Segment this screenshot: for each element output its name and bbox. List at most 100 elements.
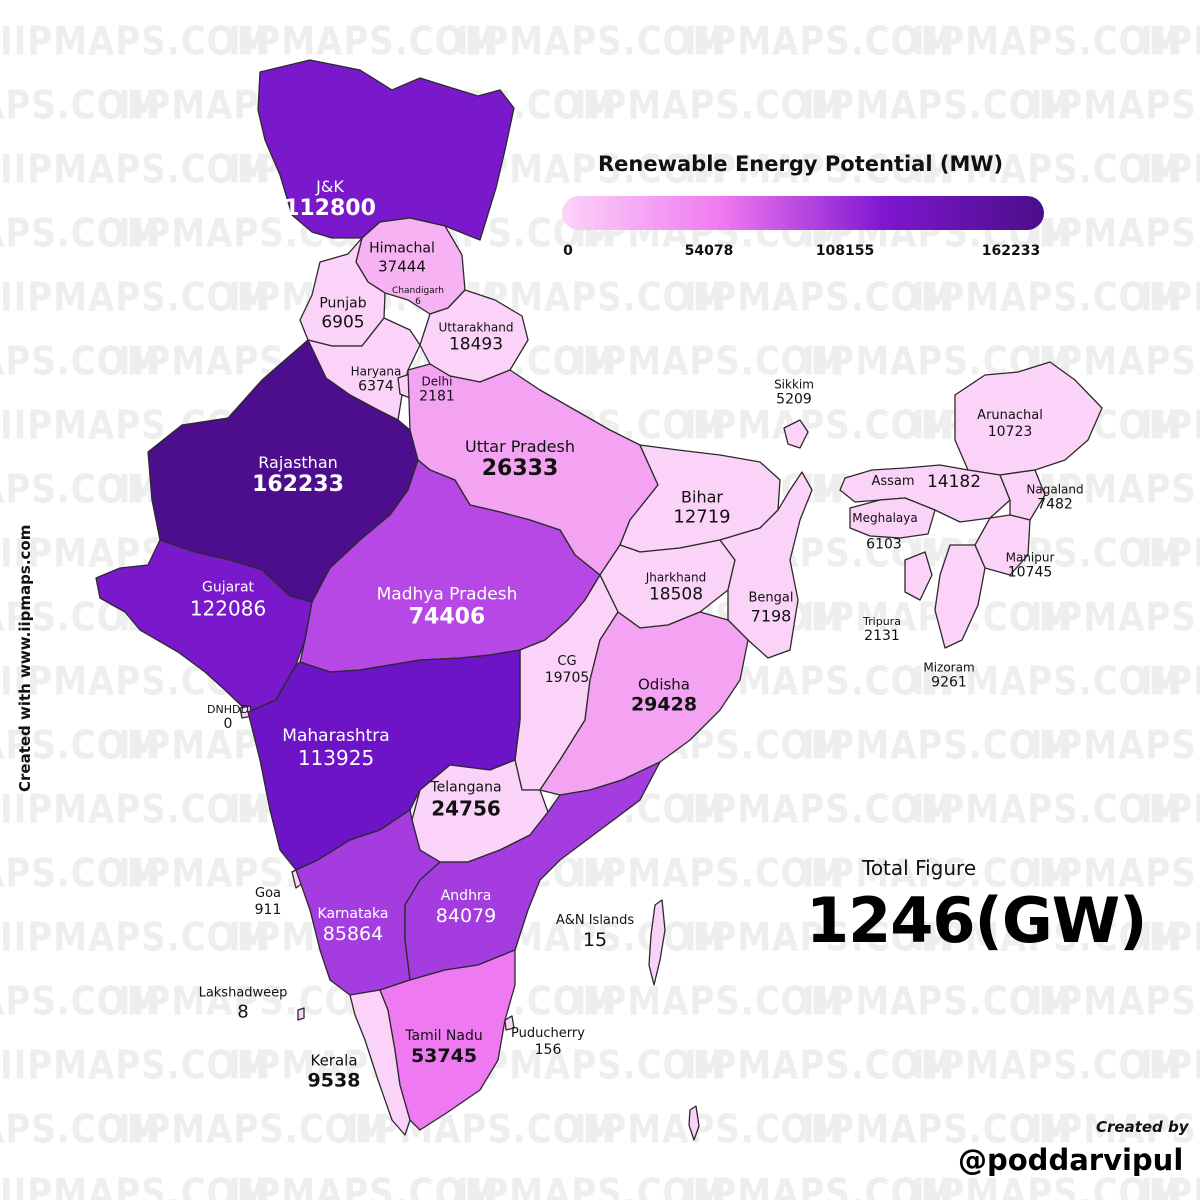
- label-assam-value-wrap: 14182: [927, 472, 981, 492]
- region-jk: [257, 59, 515, 241]
- label-telangana-value: 24756: [431, 796, 501, 821]
- label-jharkhand: Jharkhand 18508: [646, 571, 707, 606]
- label-tripura-value: 2131: [864, 628, 900, 645]
- label-chandigarh-value: 6: [415, 297, 421, 307]
- region-uttarakhand: [419, 289, 529, 383]
- label-puducherry-value: 156: [534, 1041, 562, 1058]
- label-rajasthan: Rajasthan 162233: [252, 453, 344, 499]
- label-delhi-name: Delhi: [421, 374, 453, 389]
- label-cg-name: CG: [557, 653, 577, 669]
- label-bihar-name: Bihar: [681, 487, 723, 507]
- label-mizoram-value: 9261: [931, 674, 967, 691]
- label-bengal-value: 7198: [750, 606, 792, 626]
- legend-title: Renewable Energy Potential (MW): [598, 152, 1004, 176]
- label-tripura: Tripura 2131: [863, 615, 901, 645]
- label-chandigarh: Chandigarh 6: [392, 286, 444, 308]
- label-maharashtra-value: 113925: [297, 746, 375, 771]
- label-puducherry: Puducherry 156: [511, 1026, 585, 1058]
- created-by-label: Created by: [1096, 1118, 1189, 1136]
- author-handle: @poddarvipul: [958, 1143, 1184, 1177]
- label-haryana-value: 6374: [358, 378, 394, 395]
- label-delhi: Delhi 2181: [419, 374, 455, 405]
- label-andhra-name: Andhra: [440, 888, 492, 905]
- label-andhra-value: 84079: [435, 905, 497, 927]
- label-arunachal-value: 10723: [987, 423, 1033, 440]
- label-rajasthan-name: Rajasthan: [258, 453, 338, 473]
- label-haryana: Haryana 6374: [351, 364, 402, 395]
- label-punjab-name: Punjab: [319, 295, 367, 312]
- region-tamil-nadu: [379, 949, 516, 1131]
- region-andhra: [404, 761, 661, 981]
- label-mizoram: Mizoram 9261: [923, 660, 974, 691]
- label-an-islands-name: A&N Islands: [555, 912, 635, 928]
- label-mp-name: Madhya Pradesh: [376, 584, 518, 605]
- label-an-islands-value: 15: [582, 928, 608, 951]
- label-cg-value: 19705: [544, 669, 590, 686]
- label-kerala-value: 9538: [307, 1069, 361, 1092]
- label-up: Uttar Pradesh 26333: [465, 437, 575, 483]
- side-credit: Created with www.iipmaps.com: [16, 524, 34, 792]
- region-lakshadweep: [297, 1007, 305, 1021]
- label-manipur-name: Manipur: [1005, 550, 1055, 565]
- label-tamil-nadu: Tamil Nadu 53745: [405, 1028, 483, 1068]
- label-dnhdd-name: DNHDD: [207, 703, 249, 717]
- label-up-name: Uttar Pradesh: [465, 437, 575, 457]
- label-arunachal: Arunachal 10723: [977, 408, 1043, 440]
- label-goa: Goa 911: [255, 886, 282, 918]
- label-nagaland: Nagaland 7482: [1026, 482, 1083, 513]
- label-uttarakhand-value: 18493: [448, 335, 504, 355]
- label-arunachal-name: Arunachal: [977, 407, 1043, 423]
- label-goa-value: 911: [254, 901, 282, 918]
- label-tamil-nadu-value: 53745: [410, 1045, 478, 1067]
- legend-gradient-bar: [562, 196, 1044, 230]
- label-bihar-value: 12719: [673, 506, 731, 528]
- label-jharkhand-name: Jharkhand: [645, 570, 707, 585]
- label-karnataka-value: 85864: [322, 923, 384, 945]
- legend-tick-3: 162233: [981, 243, 1041, 259]
- label-tamil-nadu-name: Tamil Nadu: [405, 1028, 483, 1045]
- label-jk-value: 112800: [284, 196, 376, 222]
- label-puducherry-name: Puducherry: [511, 1025, 585, 1041]
- label-meghalaya-value-wrap: 6103: [866, 537, 902, 554]
- label-nagaland-value: 7482: [1037, 496, 1073, 513]
- label-mp-value: 74406: [408, 605, 486, 630]
- label-uttarakhand-name: Uttarakhand: [438, 320, 514, 335]
- label-dnhdd: DNHDD 0: [207, 703, 249, 733]
- legend-tick-1: 54078: [684, 243, 734, 259]
- label-karnataka-name: Karnataka: [317, 906, 389, 923]
- label-goa-name: Goa: [254, 885, 281, 901]
- label-kerala: Kerala 9538: [308, 1052, 361, 1093]
- label-meghalaya-name-wrap: Meghalaya: [852, 511, 917, 525]
- label-haryana-name: Haryana: [350, 364, 402, 379]
- label-lakshadweep-name: Lakshadweep: [198, 985, 288, 1001]
- label-andhra: Andhra 84079: [436, 888, 496, 928]
- label-manipur: Manipur 10745: [1006, 550, 1055, 581]
- label-rajasthan-value: 162233: [252, 472, 344, 498]
- label-meghalaya-value: 6103: [866, 536, 902, 553]
- label-jharkhand-value: 18508: [648, 585, 704, 605]
- label-delhi-value: 2181: [419, 388, 455, 405]
- label-odisha-name: Odisha: [637, 675, 691, 694]
- label-up-value: 26333: [481, 456, 559, 482]
- label-bihar: Bihar 12719: [673, 488, 730, 529]
- label-himachal-value: 37444: [378, 257, 426, 276]
- label-gujarat-name: Gujarat: [201, 579, 255, 596]
- label-sikkim-name: Sikkim: [774, 377, 814, 392]
- region-puducherry: [504, 1015, 515, 1031]
- label-himachal: Himachal 37444: [369, 241, 435, 276]
- total-value: 1246(GW): [806, 884, 1148, 957]
- total-label: Total Figure: [862, 856, 977, 880]
- legend-tick-0: 0: [563, 243, 573, 259]
- label-karnataka: Karnataka 85864: [318, 906, 389, 946]
- label-maharashtra: Maharashtra 113925: [282, 726, 389, 770]
- label-lakshadweep-value: 8: [237, 1001, 249, 1022]
- label-dnhdd-value: 0: [223, 716, 233, 733]
- label-sikkim-value: 5209: [776, 391, 812, 408]
- label-cg: CG 19705: [545, 654, 590, 686]
- region-an-islands-south: [688, 1105, 700, 1141]
- label-bengal-name: Bengal: [748, 590, 794, 606]
- label-gujarat-value: 122086: [189, 596, 267, 621]
- label-maharashtra-name: Maharashtra: [282, 725, 390, 746]
